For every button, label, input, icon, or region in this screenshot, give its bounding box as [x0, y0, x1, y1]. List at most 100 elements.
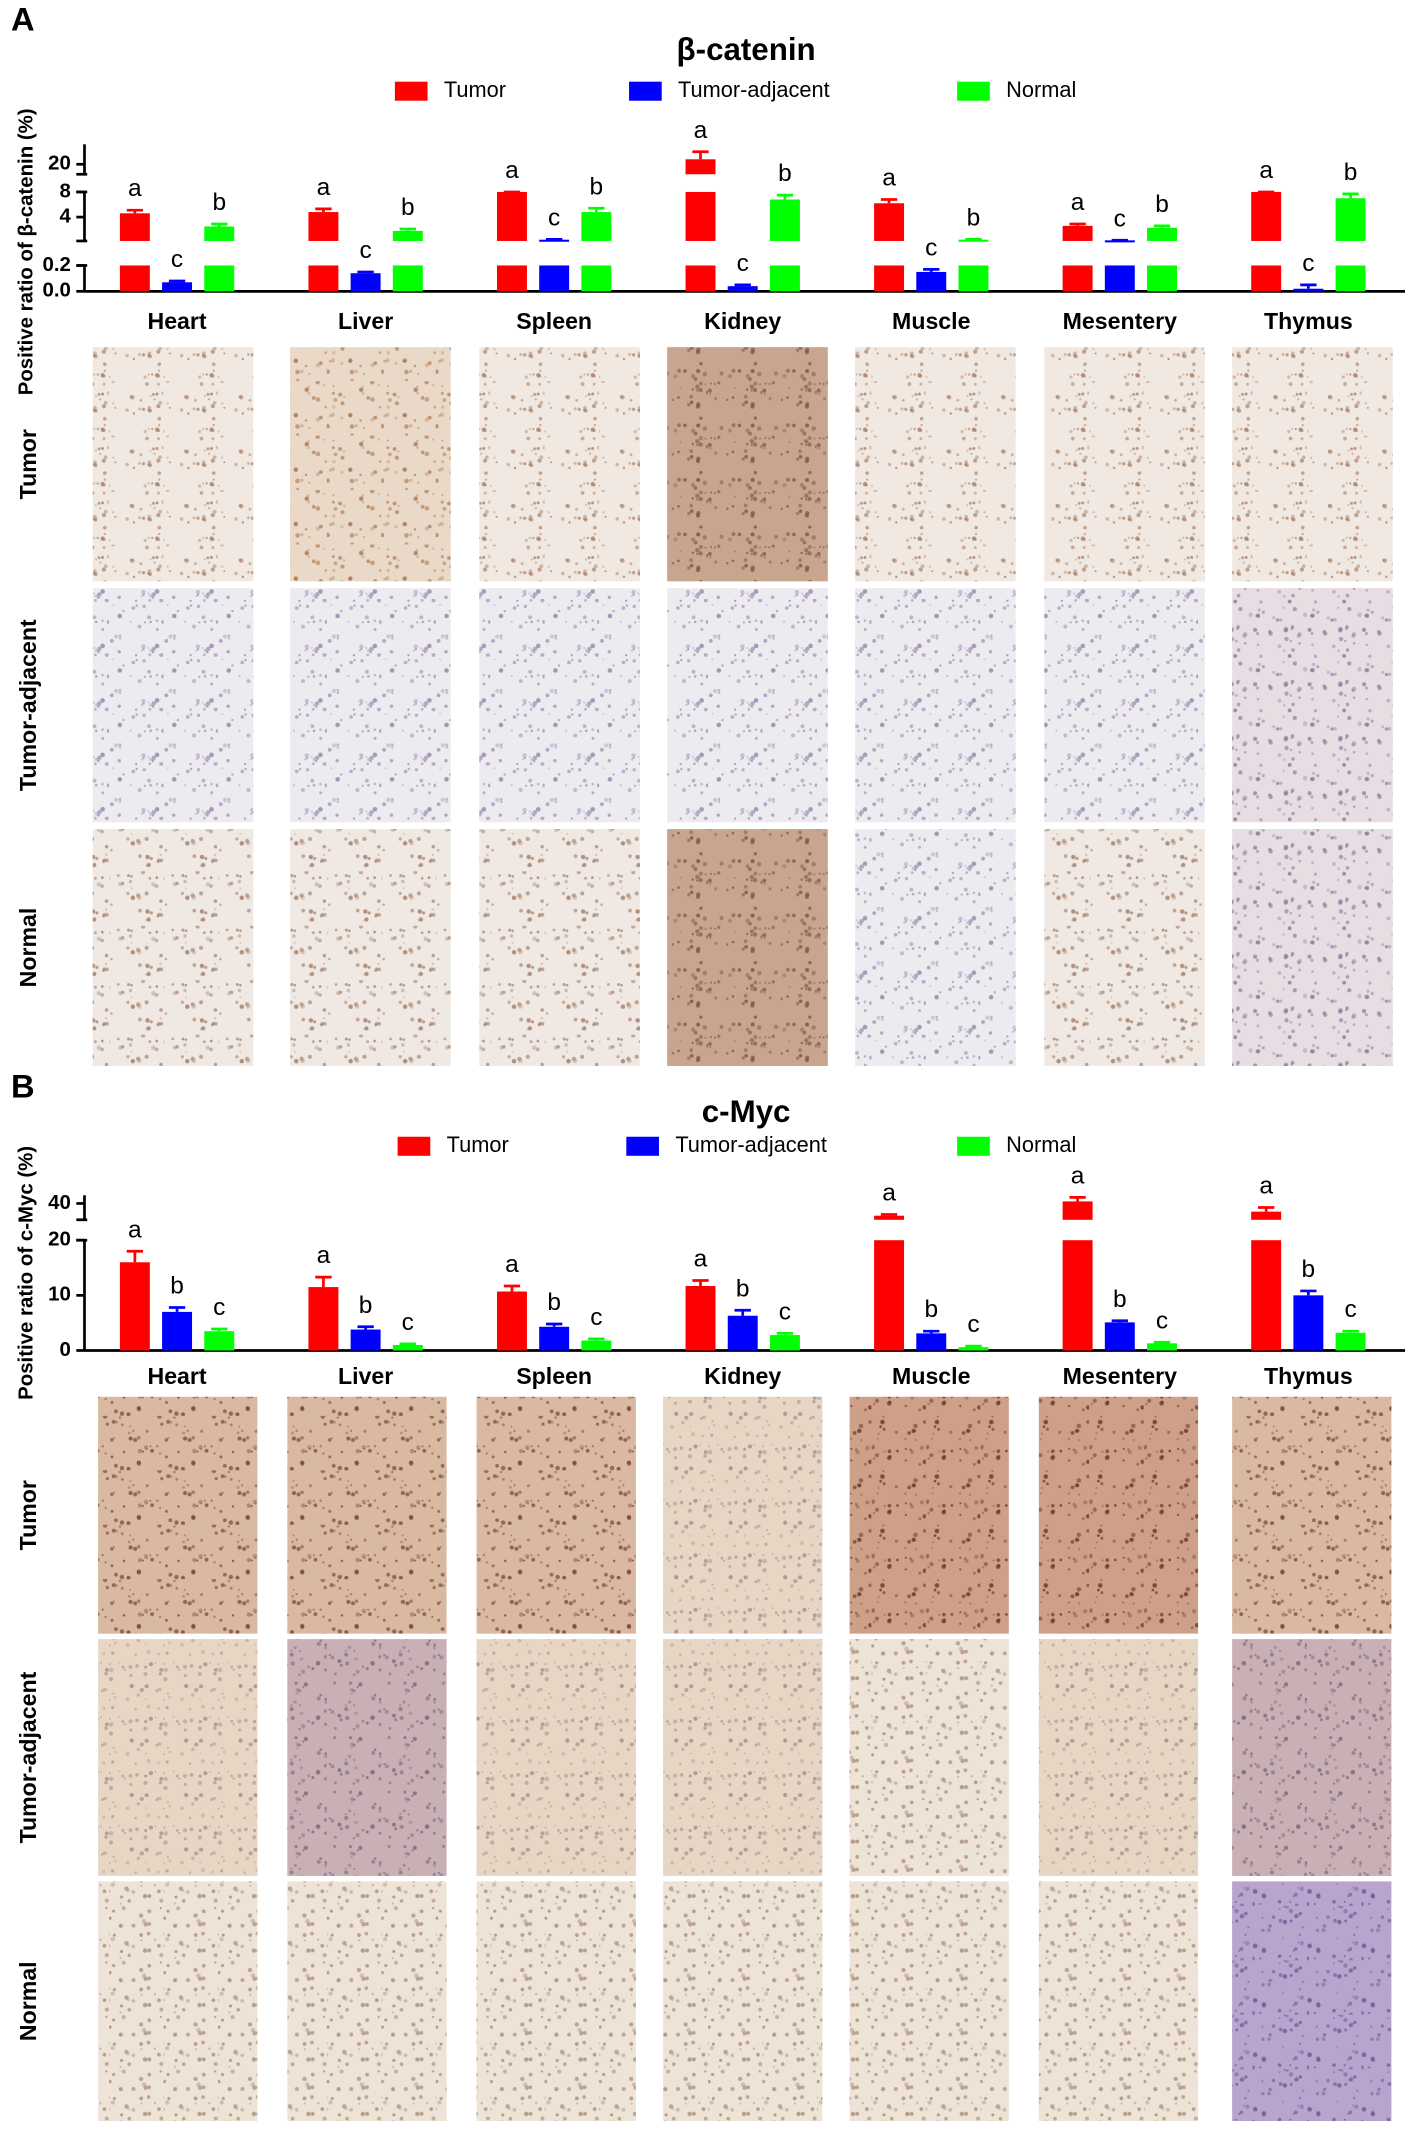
y-tick-label: 20 — [48, 1229, 71, 1251]
histology-image — [855, 347, 1016, 582]
histology-image — [98, 1396, 258, 1634]
bar — [204, 265, 235, 292]
histology-image — [855, 829, 1016, 1066]
legend-label: Tumor — [447, 1132, 509, 1157]
histology-image — [287, 1396, 447, 1634]
bar — [769, 199, 800, 241]
bar — [308, 212, 339, 241]
bar — [119, 265, 150, 292]
significance-letter: a — [128, 1216, 142, 1243]
bar — [1147, 1343, 1177, 1351]
significance-letter: b — [1344, 159, 1358, 186]
bar — [1062, 1240, 1093, 1351]
y-tick-label: 20 — [48, 153, 71, 175]
panel-letter: A — [11, 0, 35, 37]
bar — [539, 1326, 570, 1351]
bar — [581, 1340, 612, 1351]
histology-image — [479, 347, 640, 582]
histology-image — [479, 588, 640, 823]
significance-letter: a — [882, 165, 896, 192]
bar — [308, 265, 339, 292]
histology-image — [849, 1639, 1009, 1876]
histology-image — [287, 1639, 447, 1876]
significance-letter: a — [694, 117, 708, 144]
significance-letter: b — [736, 1275, 750, 1302]
bar — [1251, 1211, 1282, 1220]
significance-letter: b — [1302, 1256, 1316, 1283]
histology-image — [1232, 1639, 1392, 1876]
histology-image — [98, 1881, 258, 2122]
significance-letter: c — [779, 1298, 791, 1325]
histology-image — [1038, 1881, 1199, 2122]
histology-image — [1232, 588, 1393, 823]
histology-image — [92, 588, 254, 823]
chart-title: β-catenin — [677, 32, 816, 67]
histology-image — [290, 588, 451, 823]
legend-swatch — [394, 81, 428, 101]
significance-letter: b — [924, 1296, 938, 1323]
bar — [392, 265, 423, 292]
histology-image — [98, 1639, 258, 1876]
bar — [874, 203, 905, 241]
histology-image — [1044, 347, 1205, 582]
row-label: Normal — [15, 908, 41, 988]
histology-image — [479, 829, 640, 1066]
histology-image — [1232, 1396, 1392, 1634]
bar — [119, 1262, 150, 1351]
panel-letter: B — [11, 1068, 35, 1105]
bar — [1251, 265, 1282, 292]
x-tick-label: Kidney — [704, 308, 781, 334]
histology-image — [92, 829, 254, 1066]
x-tick-label: Thymus — [1264, 1363, 1353, 1389]
bar — [539, 265, 570, 292]
bar — [874, 1215, 905, 1220]
significance-letter: b — [778, 160, 792, 187]
y-tick-label: 8 — [60, 180, 71, 202]
row-label: Tumor-adjacent — [15, 619, 41, 791]
bar — [1335, 1332, 1366, 1351]
significance-letter: a — [1071, 1162, 1085, 1189]
histology-image — [290, 347, 451, 582]
legend-label: Tumor-adjacent — [678, 77, 830, 102]
significance-letter: c — [1302, 250, 1314, 277]
y-tick-label: 0 — [60, 1339, 71, 1361]
bar — [1293, 288, 1324, 292]
bar — [350, 273, 381, 292]
significance-letter: a — [317, 174, 331, 201]
bar — [916, 271, 947, 292]
significance-letter: b — [170, 1273, 184, 1300]
legend-label: Tumor-adjacent — [675, 1132, 827, 1157]
legend-swatch — [957, 1136, 990, 1156]
legend-swatch — [626, 1136, 659, 1156]
histology-image — [287, 1881, 447, 2122]
bar — [1293, 1295, 1324, 1351]
legend-swatch — [397, 1136, 431, 1156]
bar — [1335, 265, 1366, 292]
significance-letter: b — [590, 173, 604, 200]
histology-image — [476, 1881, 636, 2122]
significance-letter: b — [212, 189, 226, 216]
significance-letter: c — [213, 1294, 225, 1321]
significance-letter: b — [359, 1292, 373, 1319]
histology-image — [667, 347, 828, 582]
significance-letter: c — [737, 250, 749, 277]
histology-image — [667, 588, 828, 823]
x-tick-label: Muscle — [892, 1363, 971, 1389]
histology-image — [1038, 1396, 1199, 1634]
significance-letter: a — [128, 175, 142, 202]
bar — [727, 1315, 758, 1351]
bar — [162, 282, 193, 292]
y-tick-label: 4 — [60, 205, 72, 227]
significance-letter: a — [1259, 1173, 1273, 1200]
bar — [496, 191, 527, 241]
x-tick-label: Spleen — [516, 1363, 592, 1389]
histology-image — [663, 1639, 823, 1876]
significance-letter: a — [1071, 189, 1085, 216]
bar — [1147, 227, 1177, 241]
histology-image — [1044, 829, 1205, 1066]
histology-image — [290, 829, 451, 1066]
histology-image — [1232, 1881, 1392, 2122]
chart-title: c-Myc — [702, 1094, 791, 1129]
y-tick-label: 40 — [48, 1192, 71, 1214]
bar — [1147, 265, 1177, 292]
